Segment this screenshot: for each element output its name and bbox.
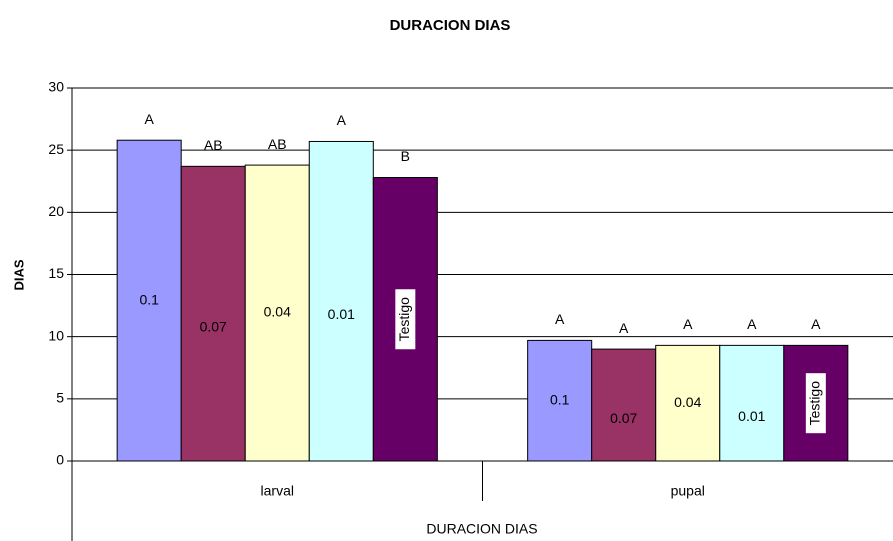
bar [527,339,593,462]
x-tick-label: pupal [671,483,705,499]
bar [308,140,374,462]
y-tick-label: 25 [48,141,64,157]
bar [591,348,657,462]
bar [655,344,721,462]
bar-annotation: A [747,316,757,332]
bar-annotation: A [555,311,565,327]
y-axis-label: DIAS [11,259,26,290]
series-label: Testigo [807,381,823,426]
bar-annotation: AB [204,137,223,153]
bar [116,139,182,462]
series-label: 0.1 [550,391,570,407]
y-tick-label: 5 [56,390,64,406]
y-tick-label: 0 [56,452,64,468]
series-label: 0.04 [264,304,291,320]
bar-annotation: A [619,320,629,336]
series-label: 0.07 [200,318,227,334]
bar-annotation: A [683,316,693,332]
series-label: 0.01 [328,306,355,322]
bar-annotation: A [337,112,347,128]
chart-title: DURACION DIAS [390,17,511,34]
label-box [395,289,416,350]
y-tick-label: 15 [48,265,64,281]
bar-annotation: A [811,316,821,332]
label-box [805,373,826,434]
series-label: 0.01 [738,408,765,424]
bar-annotation: B [401,148,410,164]
y-tick-label: 30 [48,79,64,95]
y-tick-label: 20 [48,203,64,219]
series-label: 0.04 [674,394,701,410]
bar [244,164,310,462]
series-label: Testigo [396,297,412,342]
y-tick-label: 10 [48,327,64,343]
series-label: 0.07 [610,410,637,426]
x-tick-label: larval [261,483,294,499]
bar-annotation: AB [268,136,287,152]
bar-annotation: A [145,111,155,127]
bar [180,165,246,462]
x-axis-label: DURACION DIAS [426,521,537,537]
bar [719,344,785,462]
series-label: 0.1 [139,291,159,307]
